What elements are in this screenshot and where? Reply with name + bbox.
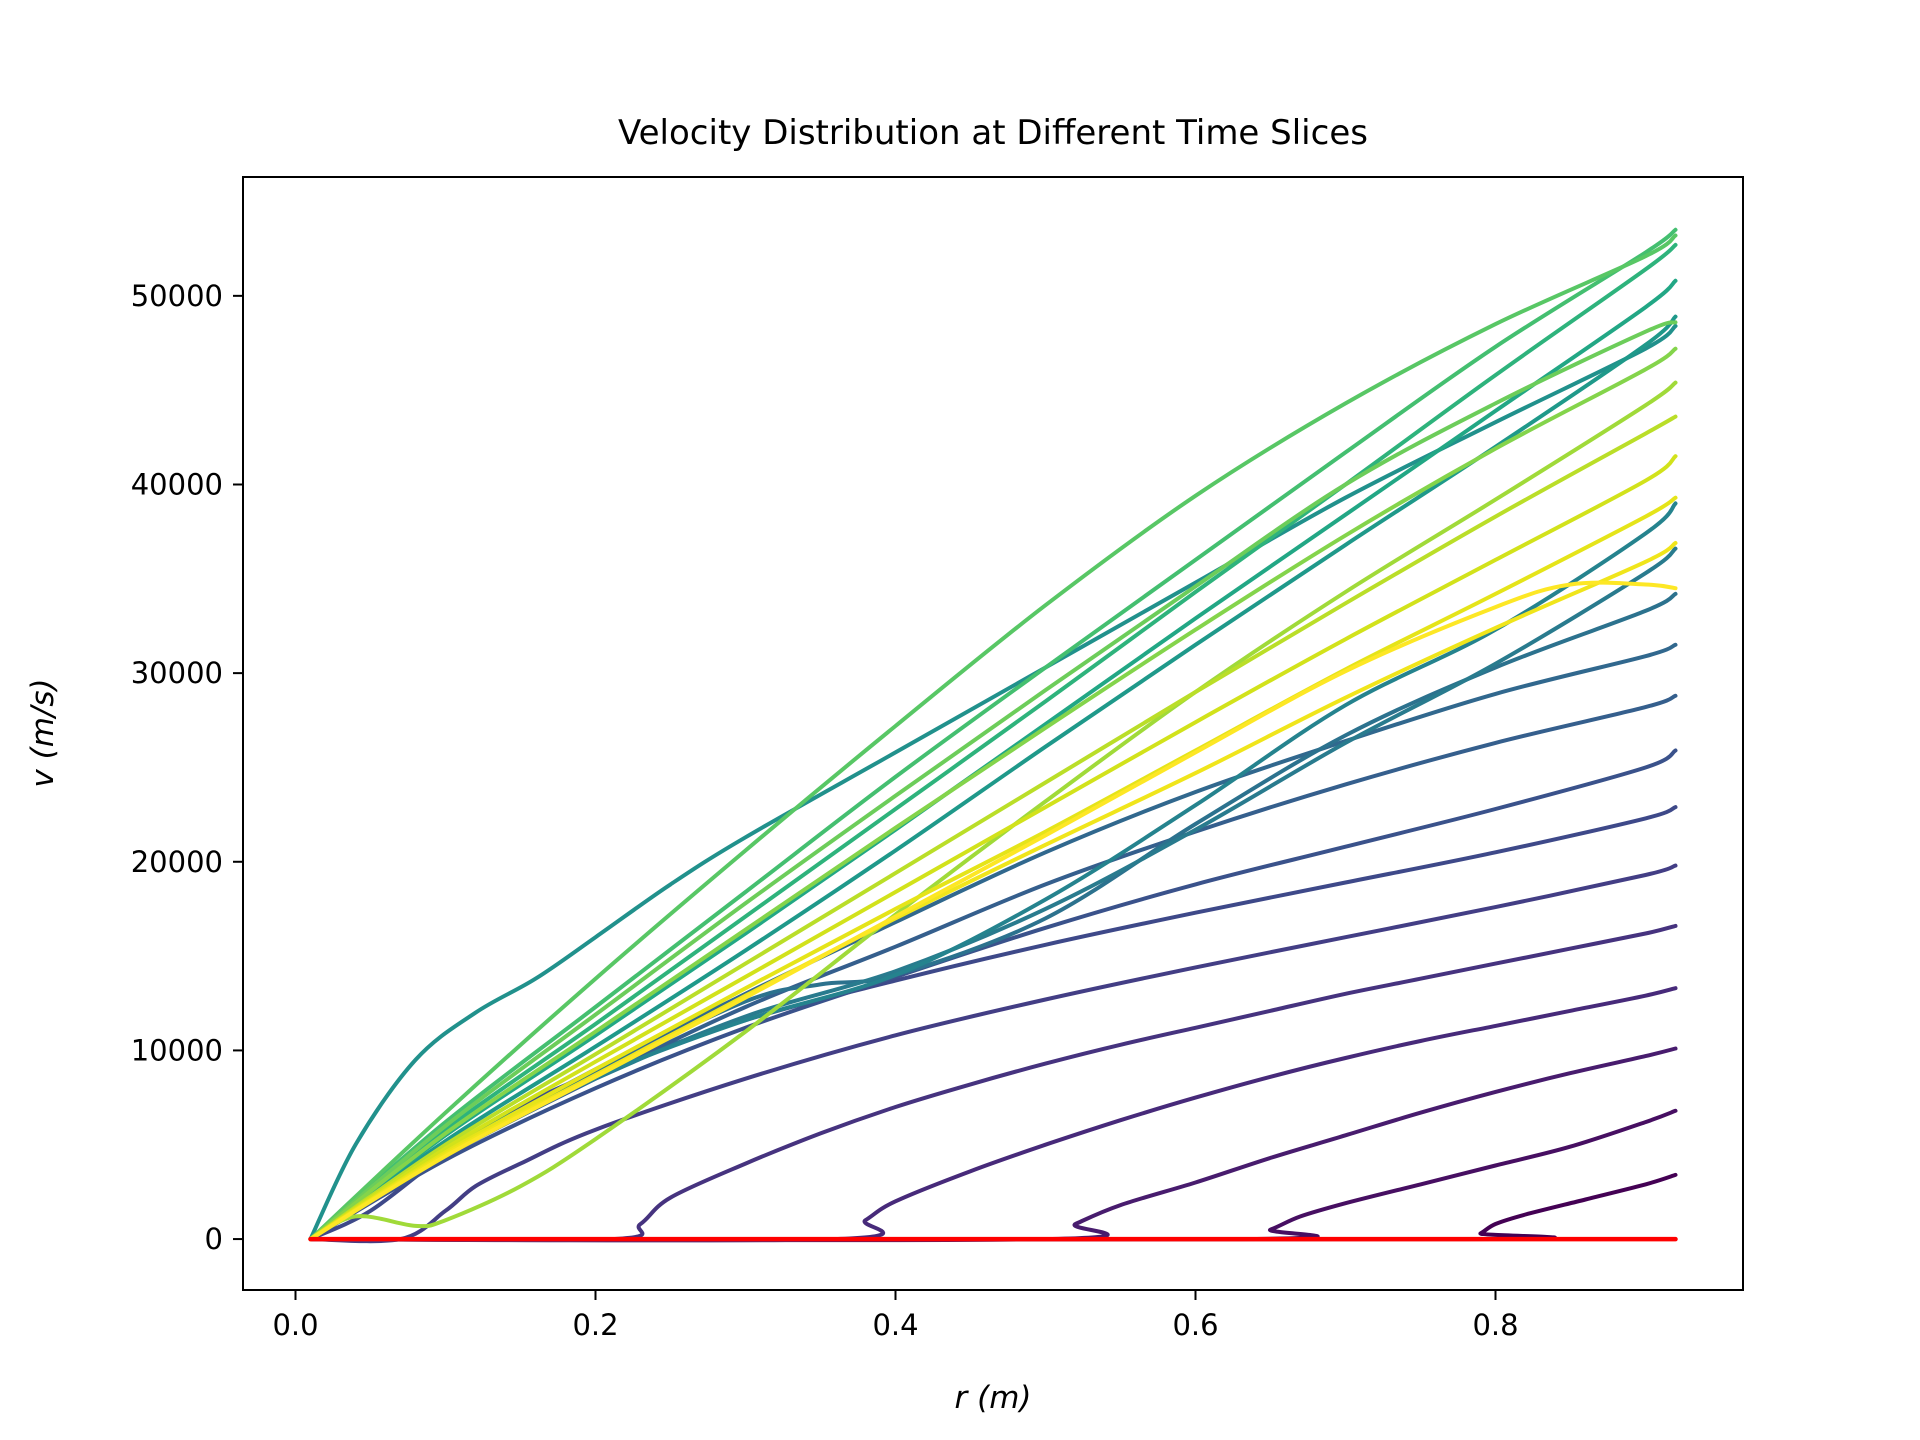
series-line-23 (308, 414, 1678, 1242)
series-line-22 (308, 380, 1678, 1242)
y-axis-label: v (m/s) (25, 678, 61, 787)
series-line-4 (308, 986, 1678, 1243)
x-tick-label: 0.6 (1172, 1308, 1218, 1342)
y-tick-label: 50000 (131, 279, 223, 313)
series-line-8 (308, 748, 1678, 1242)
series-line-20 (308, 320, 1678, 1242)
x-tick-label: 0.4 (872, 1308, 918, 1342)
x-axis: 0.0 0.2 0.4 0.6 0.8 (272, 1290, 1519, 1342)
series-line-17 (308, 242, 1678, 1242)
series-line-6 (308, 863, 1678, 1244)
series-line-16 (308, 278, 1678, 1242)
x-tick-label: 0.2 (572, 1308, 618, 1342)
y-tick-label: 0 (205, 1222, 223, 1256)
series-line-21 (308, 346, 1678, 1242)
y-tick-label: 10000 (131, 1033, 223, 1067)
series-line-5 (308, 923, 1678, 1243)
series-line-27 (308, 580, 1678, 1242)
y-tick-label: 30000 (131, 656, 223, 690)
series-line-18 (308, 227, 1678, 1242)
plot-series-group (308, 227, 1678, 1244)
x-tick-label: 0.8 (1472, 1308, 1518, 1342)
y-tick-label: 40000 (131, 467, 223, 501)
x-axis-label: r (m) (955, 1380, 1032, 1416)
series-line-25 (308, 495, 1678, 1242)
y-axis: 0 10000 20000 30000 40000 50000 (131, 279, 243, 1256)
plot-frame (242, 176, 1744, 1291)
x-tick-label: 0.0 (272, 1308, 318, 1342)
series-line-19 (308, 233, 1678, 1242)
y-tick-label: 20000 (131, 845, 223, 879)
series-line-24 (308, 454, 1678, 1242)
chart-title: Velocity Distribution at Different Time … (618, 113, 1368, 153)
